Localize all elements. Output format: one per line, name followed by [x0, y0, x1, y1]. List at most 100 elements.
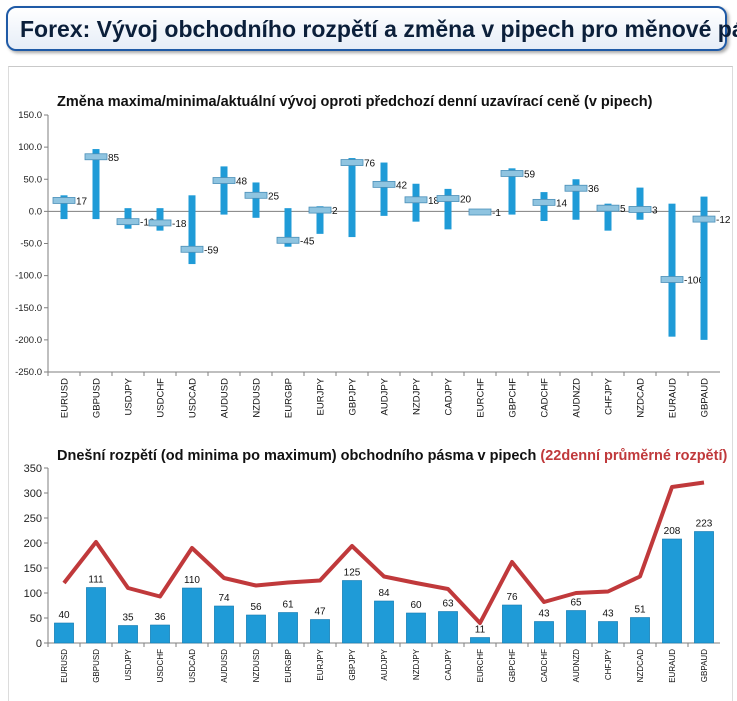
- chart1-current-marker: [180, 245, 204, 253]
- chart1-data-label: -59: [204, 245, 219, 256]
- chart2-bar: [470, 637, 490, 644]
- chart1-data-label: 17: [76, 196, 88, 207]
- chart2-x-tick-label: EURUSD: [60, 649, 69, 683]
- chart2-x-tick-label: AUDUSD: [220, 649, 229, 683]
- chart2-bar: [150, 624, 170, 644]
- chart1-x-tick-label: EURJPY: [316, 377, 327, 415]
- chart2-data-label: 111: [88, 575, 104, 586]
- chart1-data-label: -16: [140, 218, 155, 229]
- chart2-data-label: 61: [282, 600, 294, 611]
- chart2-x-tick-label: EURGBP: [284, 649, 293, 683]
- chart1-current-marker: [532, 198, 556, 206]
- chart1-x-tick-label: USDCAD: [188, 378, 199, 418]
- chart2-bar: [534, 621, 554, 644]
- chart1-range-bar: [316, 206, 324, 234]
- chart2-x-tick-label: USDCHF: [156, 649, 165, 682]
- chart1-y-tick-label: 50.0: [24, 174, 43, 185]
- chart1-current-marker: [564, 184, 588, 192]
- chart1-data-label: 42: [396, 180, 408, 191]
- chart1-x-tick-label: GBPUSD: [92, 378, 103, 418]
- chart2-data-label: 65: [570, 598, 582, 609]
- chart1-x-tick-label: NZDJPY: [412, 377, 423, 415]
- chart2-title-accent: (22denní průměrné rozpětí): [540, 448, 728, 464]
- chart1-x-tick-label: EURAUD: [668, 378, 679, 418]
- chart1-current-marker: [84, 153, 108, 161]
- chart2-x-tick-label: EURAUD: [668, 649, 677, 683]
- chart2-bar: [310, 619, 330, 644]
- chart2-bar: [694, 531, 714, 644]
- chart2-data-label: 125: [344, 568, 361, 579]
- chart1-data-label: 5: [620, 204, 626, 215]
- chart2-data-label: 36: [154, 612, 166, 623]
- chart1-y-tick-label: -50.0: [20, 239, 42, 250]
- chart1-current-marker: [468, 208, 492, 216]
- chart1-x-tick-label: CADJPY: [444, 377, 455, 415]
- chart1-data-label: 3: [652, 205, 658, 216]
- chart2-bar: [342, 580, 362, 644]
- chart2-data-label: 223: [696, 519, 713, 530]
- page-title: Forex: Vývoj obchodního rozpětí a změna …: [20, 16, 737, 42]
- chart1-current-marker: [660, 276, 684, 283]
- chart1-x-tick-label: GBPAUD: [700, 378, 711, 418]
- chart2-data-label: 35: [122, 613, 134, 624]
- chart2-bar: [182, 587, 202, 644]
- chart1-data-label: -12: [716, 215, 731, 226]
- chart2-data-label: 63: [442, 599, 454, 610]
- chart1-data-label: 36: [588, 184, 600, 195]
- chart1-x-tick-label: USDCHF: [156, 378, 167, 418]
- chart2-x-tick-label: EURJPY: [316, 648, 325, 680]
- chart1-current-marker: [340, 159, 364, 166]
- chart1-current-marker: [148, 219, 172, 227]
- chart1-current-marker: [308, 206, 332, 214]
- chart1-range-bar: [540, 192, 548, 222]
- chart2-x-tick-label: CADCHF: [540, 649, 549, 682]
- chart1-current-marker: [404, 196, 428, 204]
- chart1-x-tick-label: GBPJPY: [348, 377, 359, 415]
- chart2-bar: [438, 611, 458, 644]
- chart1-x-tick-label: AUDJPY: [380, 377, 391, 415]
- chart2-data-label: 43: [538, 609, 550, 620]
- chart1-current-marker: [436, 195, 460, 202]
- chart2-data-label: 43: [602, 609, 614, 620]
- chart1-x-tick-label: CHFJPY: [604, 377, 615, 415]
- chart2-bar: [214, 605, 234, 644]
- chart2-y-tick-label: 0: [36, 638, 42, 650]
- chart2-x-tick-label: GBPJPY: [348, 648, 357, 680]
- chart1-data-label: 14: [556, 198, 568, 209]
- chart1-data-label: 76: [364, 159, 376, 170]
- chart2-bar: [502, 604, 522, 644]
- chart1-range-bar: [284, 208, 292, 247]
- chart2-data-label: 51: [634, 605, 646, 616]
- chart1-range-bar: [252, 182, 260, 218]
- chart1-x-tick-label: EURCHF: [476, 378, 487, 418]
- chart1-data-label: 18: [428, 196, 440, 207]
- chart2-y-tick-label: 50: [30, 613, 42, 625]
- chart1-range-bar: [700, 196, 708, 340]
- chart2-y-tick-label: 200: [24, 538, 42, 550]
- chart2-y-tick-label: 300: [24, 488, 42, 500]
- chart2-bar: [598, 621, 618, 644]
- chart2-x-tick-label: NZDJPY: [412, 648, 421, 680]
- chart1-y-tick-label: 0.0: [29, 206, 42, 217]
- chart1-x-tick-label: NZDCAD: [636, 378, 647, 418]
- chart2-x-tick-label: USDCAD: [188, 649, 197, 683]
- chart1-y-tick-label: -100.0: [15, 271, 42, 282]
- chart2-bar: [118, 625, 138, 644]
- chart2-bar: [278, 612, 298, 644]
- chart1-x-tick-label: NZDUSD: [252, 378, 263, 418]
- chart2-data-label: 60: [410, 600, 422, 611]
- chart2-bar: [662, 538, 682, 644]
- chart1-title: Změna maxima/minima/aktuální vývoj oprot…: [57, 94, 653, 110]
- charts-frame: [8, 66, 733, 701]
- chart1-x-tick-label: CADCHF: [540, 378, 551, 418]
- chart2-y-tick-label: 150: [24, 563, 42, 575]
- chart1-range-bar: [380, 162, 388, 216]
- chart1-data-label: 25: [268, 191, 280, 202]
- chart1-x-tick-label: AUDUSD: [220, 378, 231, 418]
- chart1-x-tick-label: AUDNZD: [572, 378, 583, 418]
- chart1-data-label: -1: [492, 208, 501, 219]
- chart1-data-label: 48: [236, 177, 248, 188]
- chart2-data-label: 74: [218, 593, 230, 604]
- chart2-bar: [86, 587, 106, 644]
